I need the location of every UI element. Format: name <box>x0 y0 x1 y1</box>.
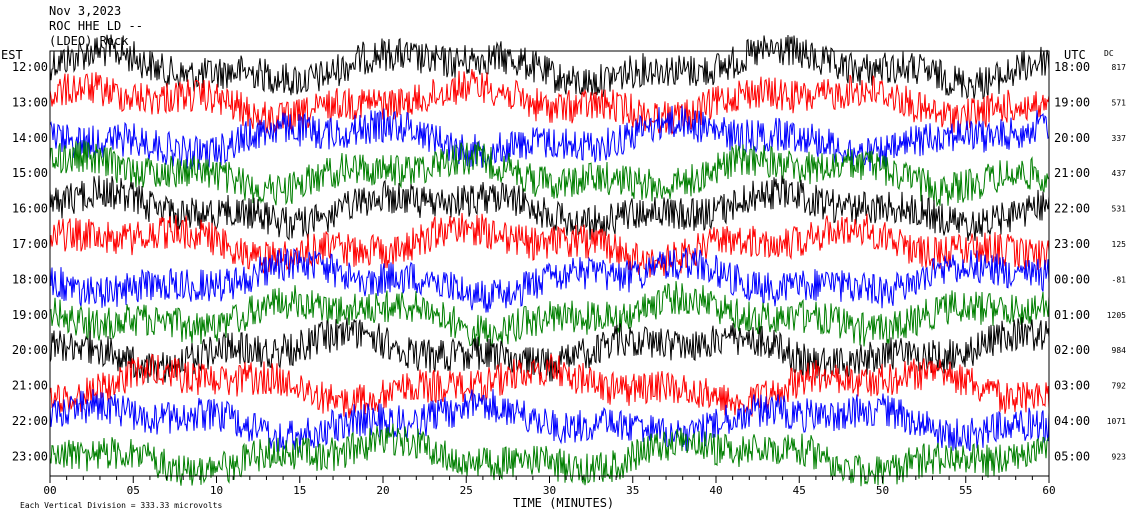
x-tick-label: 30 <box>543 484 556 497</box>
utc-hour-label: 19:00 <box>1054 95 1090 109</box>
trace-layer <box>49 34 1050 487</box>
plot-frame <box>49 50 1050 483</box>
utc-hour-label: 21:00 <box>1054 166 1090 180</box>
x-tick-label: 55 <box>959 484 972 497</box>
dc-offset-label: 817 <box>1112 63 1127 72</box>
utc-hour-label: 22:00 <box>1054 202 1090 216</box>
utc-axis-title: UTC <box>1064 48 1086 62</box>
est-hour-label: 12:00 <box>12 60 48 74</box>
dc-offset-label: 125 <box>1112 240 1127 249</box>
header-network: (LDEO) Rock <box>49 34 129 48</box>
trace-line <box>49 140 1050 208</box>
x-tick-label: 05 <box>127 484 140 497</box>
utc-hour-label: 18:00 <box>1054 60 1090 74</box>
est-hour-label: 18:00 <box>12 272 48 286</box>
x-tick-label: 35 <box>626 484 639 497</box>
x-tick-label: 40 <box>709 484 722 497</box>
x-axis-title: TIME (MINUTES) <box>513 496 615 510</box>
est-hour-label: 22:00 <box>12 414 48 428</box>
dc-offset-label: 984 <box>1112 346 1127 355</box>
trace-line <box>49 69 1050 135</box>
dc-offset-label: 923 <box>1112 452 1127 461</box>
est-hour-label: 14:00 <box>12 131 48 145</box>
x-tick-label: 20 <box>376 484 389 497</box>
dc-offset-label: -81 <box>1112 275 1127 284</box>
x-tick-label: 60 <box>1042 484 1055 497</box>
x-tick-label: 15 <box>293 484 306 497</box>
x-tick-label: 45 <box>793 484 806 497</box>
dc-offset-label: 1071 <box>1107 417 1126 426</box>
est-hour-label: 19:00 <box>12 308 48 322</box>
x-tick-label: 50 <box>876 484 889 497</box>
dc-offset-label: 337 <box>1112 134 1127 143</box>
trace-line <box>49 34 1050 100</box>
utc-hour-label: 04:00 <box>1054 414 1090 428</box>
dc-offset-label: 531 <box>1112 205 1127 214</box>
dc-offset-label: 1205 <box>1107 311 1126 320</box>
trace-line <box>49 281 1050 347</box>
trace-line <box>49 247 1050 313</box>
est-hour-label: 15:00 <box>12 166 48 180</box>
utc-hour-label: 05:00 <box>1054 449 1090 463</box>
est-hour-label: 17:00 <box>12 237 48 251</box>
header-station: ROC HHE LD -- <box>49 19 143 33</box>
est-hour-label: 23:00 <box>12 449 48 463</box>
trace-line <box>49 353 1050 419</box>
utc-hour-label: 02:00 <box>1054 343 1090 357</box>
est-hour-label: 21:00 <box>12 379 48 393</box>
trace-line <box>49 175 1050 241</box>
est-hour-label: 16:00 <box>12 202 48 216</box>
x-tick-label: 25 <box>460 484 473 497</box>
dc-offset-label: 792 <box>1112 382 1127 391</box>
est-hour-label: 20:00 <box>12 343 48 357</box>
trace-line <box>49 317 1050 384</box>
x-tick-label: 00 <box>43 484 56 497</box>
axis-label-layer: 00 05 10 15 20 25 30 35 40 45 50 55 60 12:00 18:00 817 1… <box>12 60 1126 497</box>
utc-hour-label: 00:00 <box>1054 272 1090 286</box>
dc-offset-label: 571 <box>1112 98 1127 107</box>
utc-hour-label: 03:00 <box>1054 379 1090 393</box>
dc-column-title: DC <box>1104 49 1114 58</box>
est-axis-title: EST <box>1 48 23 62</box>
utc-hour-label: 01:00 <box>1054 308 1090 322</box>
header-date: Nov 3,2023 <box>49 4 122 18</box>
est-hour-label: 13:00 <box>12 95 48 109</box>
scale-note: Each Vertical Division = 333.33 microvol… <box>20 501 223 510</box>
trace-line <box>49 389 1050 453</box>
dc-offset-label: 437 <box>1112 169 1127 178</box>
x-tick-label: 10 <box>210 484 223 497</box>
utc-hour-label: 23:00 <box>1054 237 1090 251</box>
trace-line <box>49 105 1050 172</box>
utc-hour-label: 20:00 <box>1054 131 1090 145</box>
trace-line <box>49 212 1050 278</box>
